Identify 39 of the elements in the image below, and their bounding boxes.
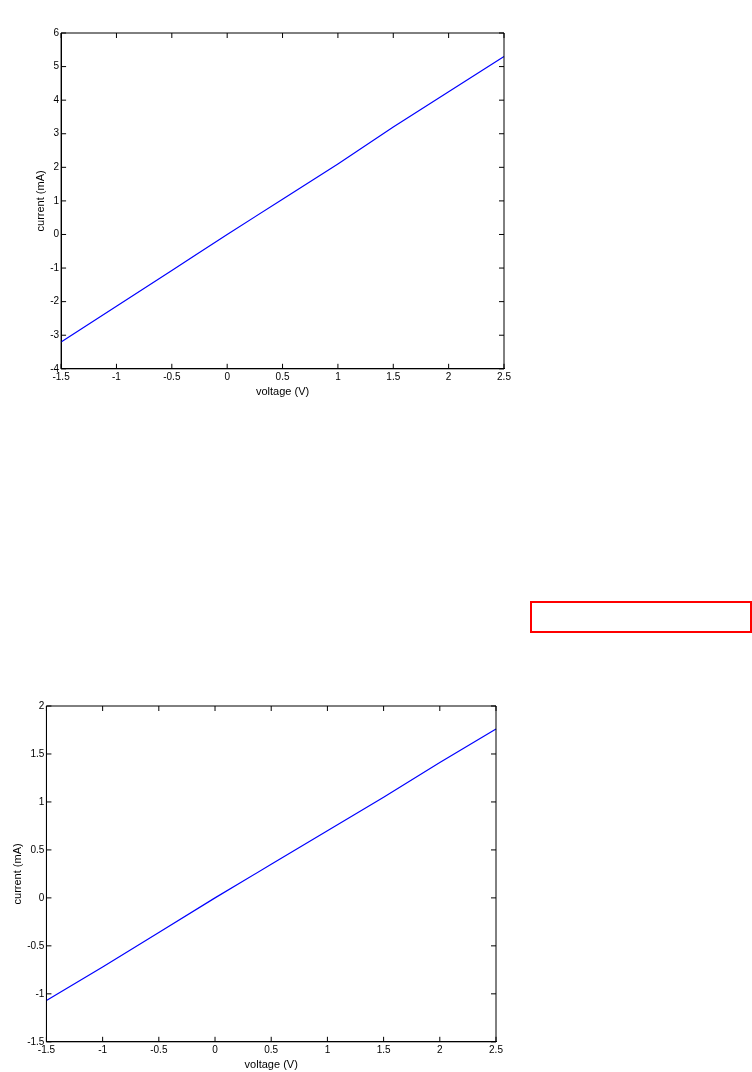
y-tick-label: 1.5 bbox=[30, 747, 45, 759]
x-tick-label: 2 bbox=[445, 370, 452, 382]
x-axis-title: voltage (V) bbox=[244, 1058, 298, 1071]
y-tick-label: 6 bbox=[53, 26, 60, 38]
x-axis-title: voltage (V) bbox=[255, 385, 310, 398]
x-tick-label: 0.5 bbox=[264, 1043, 279, 1055]
y-tick-label: -3 bbox=[50, 328, 60, 340]
y-tick-label: 2 bbox=[53, 161, 60, 173]
y-tick-label: 0 bbox=[38, 891, 45, 903]
x-tick-label: 1.5 bbox=[386, 370, 401, 382]
y-tick-label: -2 bbox=[50, 295, 60, 307]
y-tick-label: 4 bbox=[53, 93, 60, 105]
x-tick-label: 2 bbox=[437, 1043, 444, 1055]
y-tick-label: 0.5 bbox=[30, 843, 45, 855]
y-tick-label: -4 bbox=[50, 362, 60, 374]
y-tick-label: -1.5 bbox=[27, 1035, 45, 1047]
y-tick-label: 0 bbox=[53, 228, 60, 240]
x-tick-label: -0.5 bbox=[163, 370, 181, 382]
x-tick-label: 1 bbox=[324, 1043, 331, 1055]
y-tick-label: 1 bbox=[38, 795, 45, 807]
y-tick-label: -0.5 bbox=[27, 939, 45, 951]
x-tick-label: 1 bbox=[335, 370, 342, 382]
x-tick-label: -1 bbox=[98, 1043, 108, 1055]
y-axis-title: current (mA) bbox=[33, 170, 46, 232]
x-tick-label: 1.5 bbox=[376, 1043, 391, 1055]
y-tick-label: 5 bbox=[53, 60, 60, 72]
y-tick-label: 3 bbox=[53, 127, 60, 139]
y-tick-label: -1 bbox=[50, 261, 60, 273]
y-axis-title: current (mA) bbox=[10, 843, 23, 905]
y-tick-label: -1 bbox=[35, 987, 45, 999]
x-tick-label: 2.5 bbox=[489, 1043, 504, 1055]
y-tick-label: 1 bbox=[53, 194, 60, 206]
x-tick-label: -1 bbox=[112, 370, 122, 382]
x-tick-label: 0 bbox=[212, 1043, 219, 1055]
x-tick-label: 0.5 bbox=[275, 370, 290, 382]
x-tick-label: 0 bbox=[224, 370, 231, 382]
x-tick-label: -0.5 bbox=[150, 1043, 168, 1055]
y-tick-label: 2 bbox=[38, 699, 45, 711]
x-tick-label: 2.5 bbox=[497, 370, 512, 382]
